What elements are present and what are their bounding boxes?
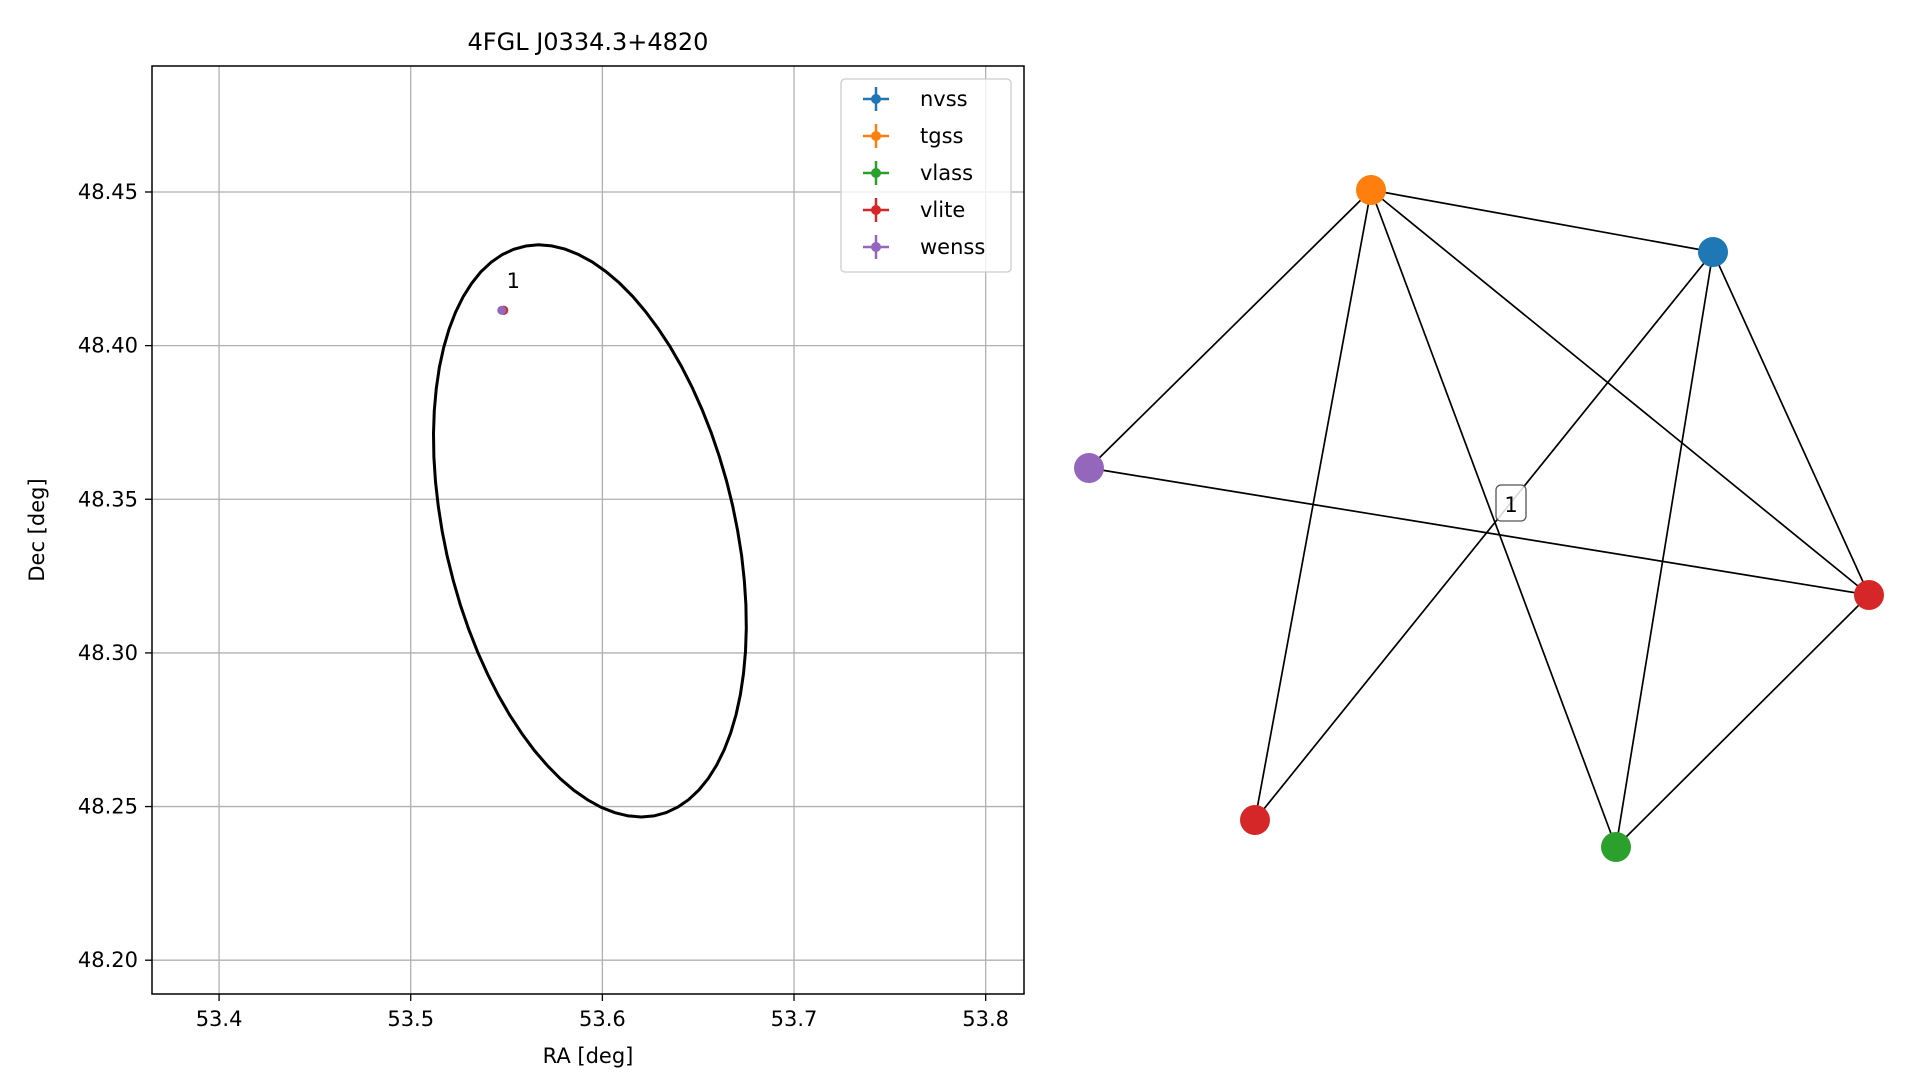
network-graph-panel: 1 <box>1074 175 1884 862</box>
legend: nvss tgss vlass vlite wenss <box>840 78 1012 273</box>
legend-marker <box>871 168 881 178</box>
plot-frame <box>151 65 1025 995</box>
cluster-label: 1 <box>1495 484 1527 522</box>
graph-node-vlite <box>1240 805 1270 835</box>
localization-ellipse <box>431 243 748 819</box>
legend-label: vlass <box>920 161 973 185</box>
graph-edge <box>1615 251 1714 848</box>
graph-edge <box>1088 189 1372 469</box>
y-tick-label: 48.40 <box>78 334 138 358</box>
legend-label: vlite <box>920 198 965 222</box>
x-tick-label: 53.4 <box>196 1007 243 1031</box>
legend-marker <box>871 94 881 104</box>
cluster-label-box <box>1495 484 1527 522</box>
grid-lines <box>152 66 1024 994</box>
legend-box <box>840 78 1012 273</box>
sky-plot-panel: 1 53.4 53.5 53.6 53.7 53.8 48.20 48.25 48.30 48.… <box>25 28 1025 1068</box>
graph-node-vlass <box>1601 832 1631 862</box>
legend-item-nvss: nvss <box>863 87 968 111</box>
graph-edge <box>1370 189 1617 848</box>
source-annotations: 1 <box>507 269 520 293</box>
graph-node-tgss <box>1356 175 1386 205</box>
graph-edge <box>1615 594 1870 848</box>
y-tick-label: 48.30 <box>78 641 138 665</box>
x-tick-label: 53.7 <box>771 1007 818 1031</box>
y-tick-label: 48.35 <box>78 487 138 511</box>
legend-label: tgss <box>920 124 963 148</box>
legend-entries: nvss tgss vlass vlite wenss <box>863 87 985 259</box>
x-tick-label: 53.8 <box>962 1007 1009 1031</box>
x-axis-label: RA [deg] <box>543 1044 634 1068</box>
graph-edges <box>1088 189 1870 848</box>
y-tick-label: 48.20 <box>78 948 138 972</box>
legend-label: nvss <box>920 87 968 111</box>
source-markers <box>497 305 509 315</box>
source-annotation: 1 <box>507 269 520 293</box>
graph-nodes <box>1074 175 1884 862</box>
graph-node-vlite <box>1854 580 1884 610</box>
graph-edge <box>1370 189 1714 253</box>
x-tick-label: 53.5 <box>387 1007 434 1031</box>
cluster-label-text: 1 <box>1504 493 1517 517</box>
x-tick-label: 53.6 <box>579 1007 626 1031</box>
graph-node-nvss <box>1698 237 1728 267</box>
legend-item-wenss: wenss <box>863 235 985 259</box>
graph-edge <box>1712 251 1870 596</box>
legend-item-vlite: vlite <box>863 198 965 222</box>
legend-item-tgss: tgss <box>863 124 963 148</box>
graph-edge <box>1088 467 1870 596</box>
graph-node-wenss <box>1074 453 1104 483</box>
legend-marker <box>871 242 881 252</box>
legend-marker <box>871 205 881 215</box>
y-tick-label: 48.45 <box>78 180 138 204</box>
legend-marker <box>871 131 881 141</box>
legend-item-vlass: vlass <box>863 161 973 185</box>
y-tick-label: 48.25 <box>78 795 138 819</box>
legend-label: wenss <box>920 235 985 259</box>
graph-edge <box>1370 189 1870 596</box>
marker-wenss <box>497 305 507 315</box>
axis-ticks: 53.4 53.5 53.6 53.7 53.8 48.20 48.25 48.30 48.35… <box>78 180 1009 1031</box>
y-axis-label: Dec [deg] <box>25 478 49 581</box>
chart-title: 4FGL J0334.3+4820 <box>468 28 709 56</box>
graph-edge <box>1254 251 1714 821</box>
